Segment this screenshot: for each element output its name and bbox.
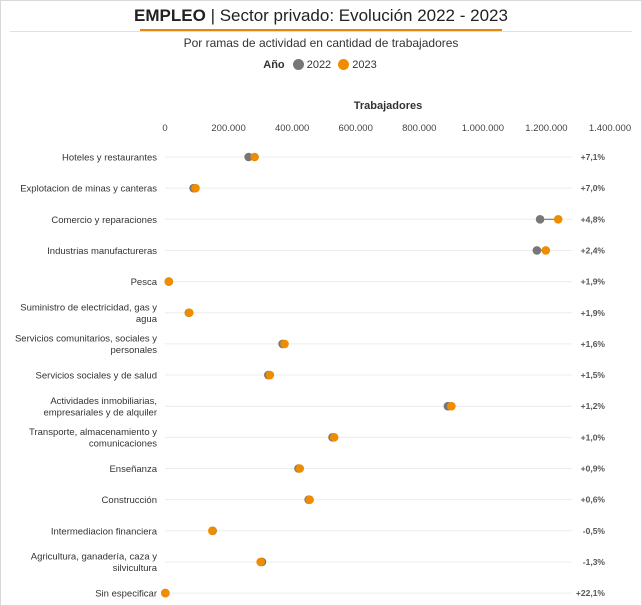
category-label: Suministro de electricidad, gas y [20, 303, 157, 314]
point-2023 [161, 588, 170, 598]
legend-title: Año [263, 59, 285, 71]
point-2022 [244, 152, 253, 162]
point-2023 [191, 183, 200, 193]
point-2023 [541, 246, 551, 255]
x-tick-label: 400.000 [275, 123, 309, 134]
change-label: +4,8% [581, 214, 606, 224]
category-label: empresariales y de alquiler [43, 407, 157, 418]
point-2023 [265, 370, 275, 380]
change-label: +1,2% [581, 401, 606, 411]
category-label: Intermediacion financiera [51, 526, 158, 537]
change-label: -0,5% [583, 526, 606, 536]
category-label: Construcción [102, 495, 157, 506]
category-label: Hoteles y restaurantes [62, 153, 157, 164]
title-underline [140, 29, 502, 31]
point-2023 [553, 215, 563, 224]
change-label: +7,1% [581, 152, 606, 162]
title-bold: EMPLEO [134, 6, 206, 25]
title-rest: | Sector privado: Evolución 2022 - 2023 [205, 6, 508, 25]
point-2023 [164, 277, 174, 286]
point-2023 [280, 339, 289, 349]
point-2023 [250, 152, 259, 162]
point-2023 [447, 401, 456, 411]
category-label: Actividades inmobiliarias, [50, 396, 157, 407]
category-label: Servicios comunitarios, sociales y [15, 334, 157, 345]
header-divider [10, 31, 632, 32]
legend-label-2022: 2022 [306, 59, 332, 71]
category-label: Servicios sociales y de salud [36, 371, 157, 382]
chart-subtitle: Por ramas de actividad en cantidad de tr… [183, 36, 459, 50]
point-2022 [532, 246, 542, 255]
legend-label-2023: 2023 [352, 59, 377, 71]
x-tick-label: 0 [162, 123, 167, 134]
change-label: +7,0% [581, 183, 606, 193]
category-label: silvicultura [113, 563, 158, 574]
x-tick-label: 200.000 [211, 123, 245, 134]
x-tick-label: 800.000 [402, 123, 436, 134]
change-label: +2,4% [581, 245, 606, 255]
point-2023 [184, 308, 194, 318]
category-label: Transporte, almacenamiento y [29, 427, 157, 438]
category-label: Explotacion de minas y canteras [20, 184, 157, 195]
legend-dot-2022 [292, 59, 304, 70]
x-tick-label: 1.200.000 [525, 123, 567, 134]
change-label: +1,5% [581, 370, 606, 380]
category-label: Industrias manufactureras [47, 246, 157, 257]
point-2022 [535, 215, 545, 224]
category-label: personales [111, 345, 158, 356]
change-label: +1,9% [581, 308, 606, 318]
point-2023 [256, 557, 265, 567]
change-label: +1,0% [581, 432, 606, 442]
change-label: +0,9% [581, 464, 606, 474]
change-label: +1,9% [581, 277, 606, 287]
category-label: agua [136, 314, 158, 325]
category-label: Enseñanza [109, 464, 157, 475]
category-label: Sin especificar [95, 589, 157, 600]
change-label: -1,3% [583, 557, 606, 567]
category-label: Agricultura, ganadería, caza y [31, 552, 157, 563]
point-2023 [295, 464, 305, 473]
category-label: Pesca [131, 277, 158, 288]
category-label: comunicaciones [89, 439, 157, 450]
change-label: +22,1% [576, 588, 606, 598]
x-tick-label: 1.000.000 [462, 123, 504, 134]
change-label: +0,6% [581, 495, 606, 505]
x-tick-label: 1.400.000 [589, 123, 631, 134]
x-tick-label: 600.000 [339, 123, 373, 134]
x-axis-title: Trabajadores [353, 100, 423, 112]
point-2023 [305, 495, 314, 504]
change-label: +1,6% [581, 339, 606, 349]
legend: Año 2022 2023 [0, 59, 642, 71]
point-2023 [329, 433, 339, 442]
chart-title: EMPLEO | Sector privado: Evolución 2022 … [0, 6, 642, 26]
legend-dot-2023 [338, 59, 350, 70]
category-label: Comercio y reparaciones [51, 215, 157, 226]
point-2023 [208, 526, 217, 536]
